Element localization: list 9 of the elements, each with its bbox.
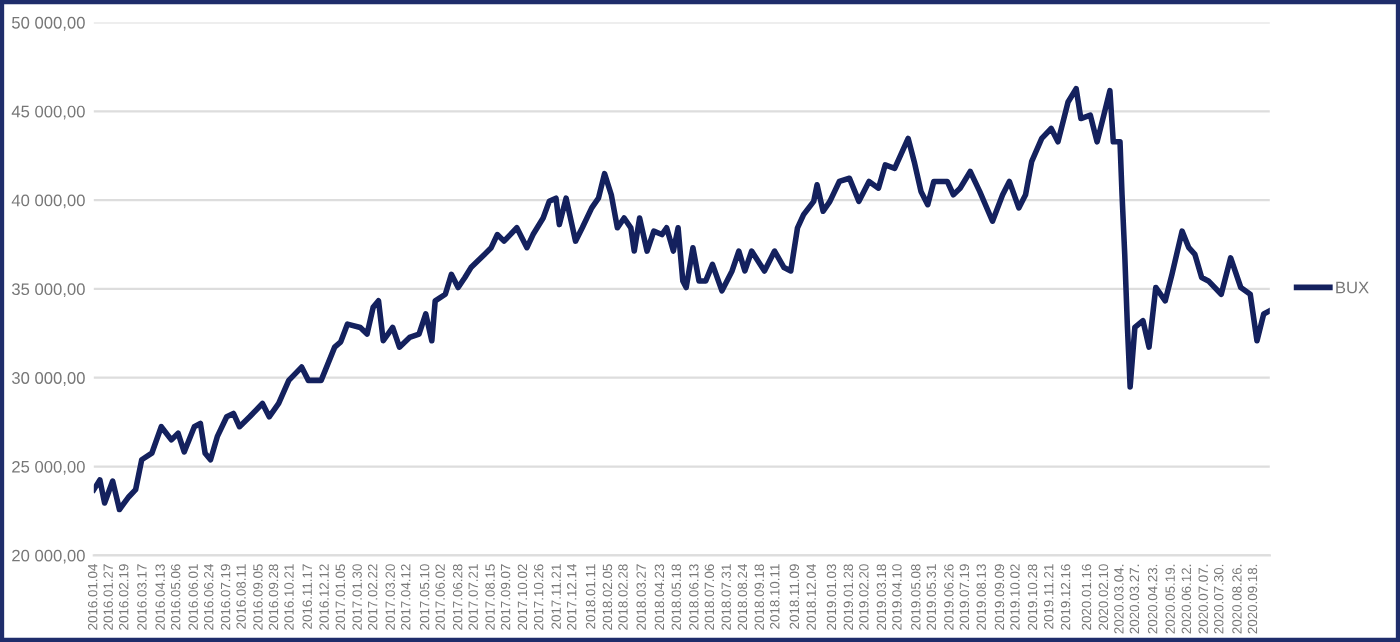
y-tick-label: 25 000,00: [12, 460, 85, 475]
y-tick-label: 20 000,00: [12, 549, 85, 564]
y-tick-label: 45 000,00: [11, 105, 85, 120]
line-series: [93, 85, 1270, 513]
y-tick-label: 30 000,00: [11, 372, 85, 386]
y-tick-label: 50 000,00: [12, 16, 85, 31]
legend-label: BUX: [1336, 281, 1369, 294]
y-tick-label: 40 000,00: [11, 194, 85, 209]
y-tick-label: 35 000,00: [11, 283, 85, 298]
